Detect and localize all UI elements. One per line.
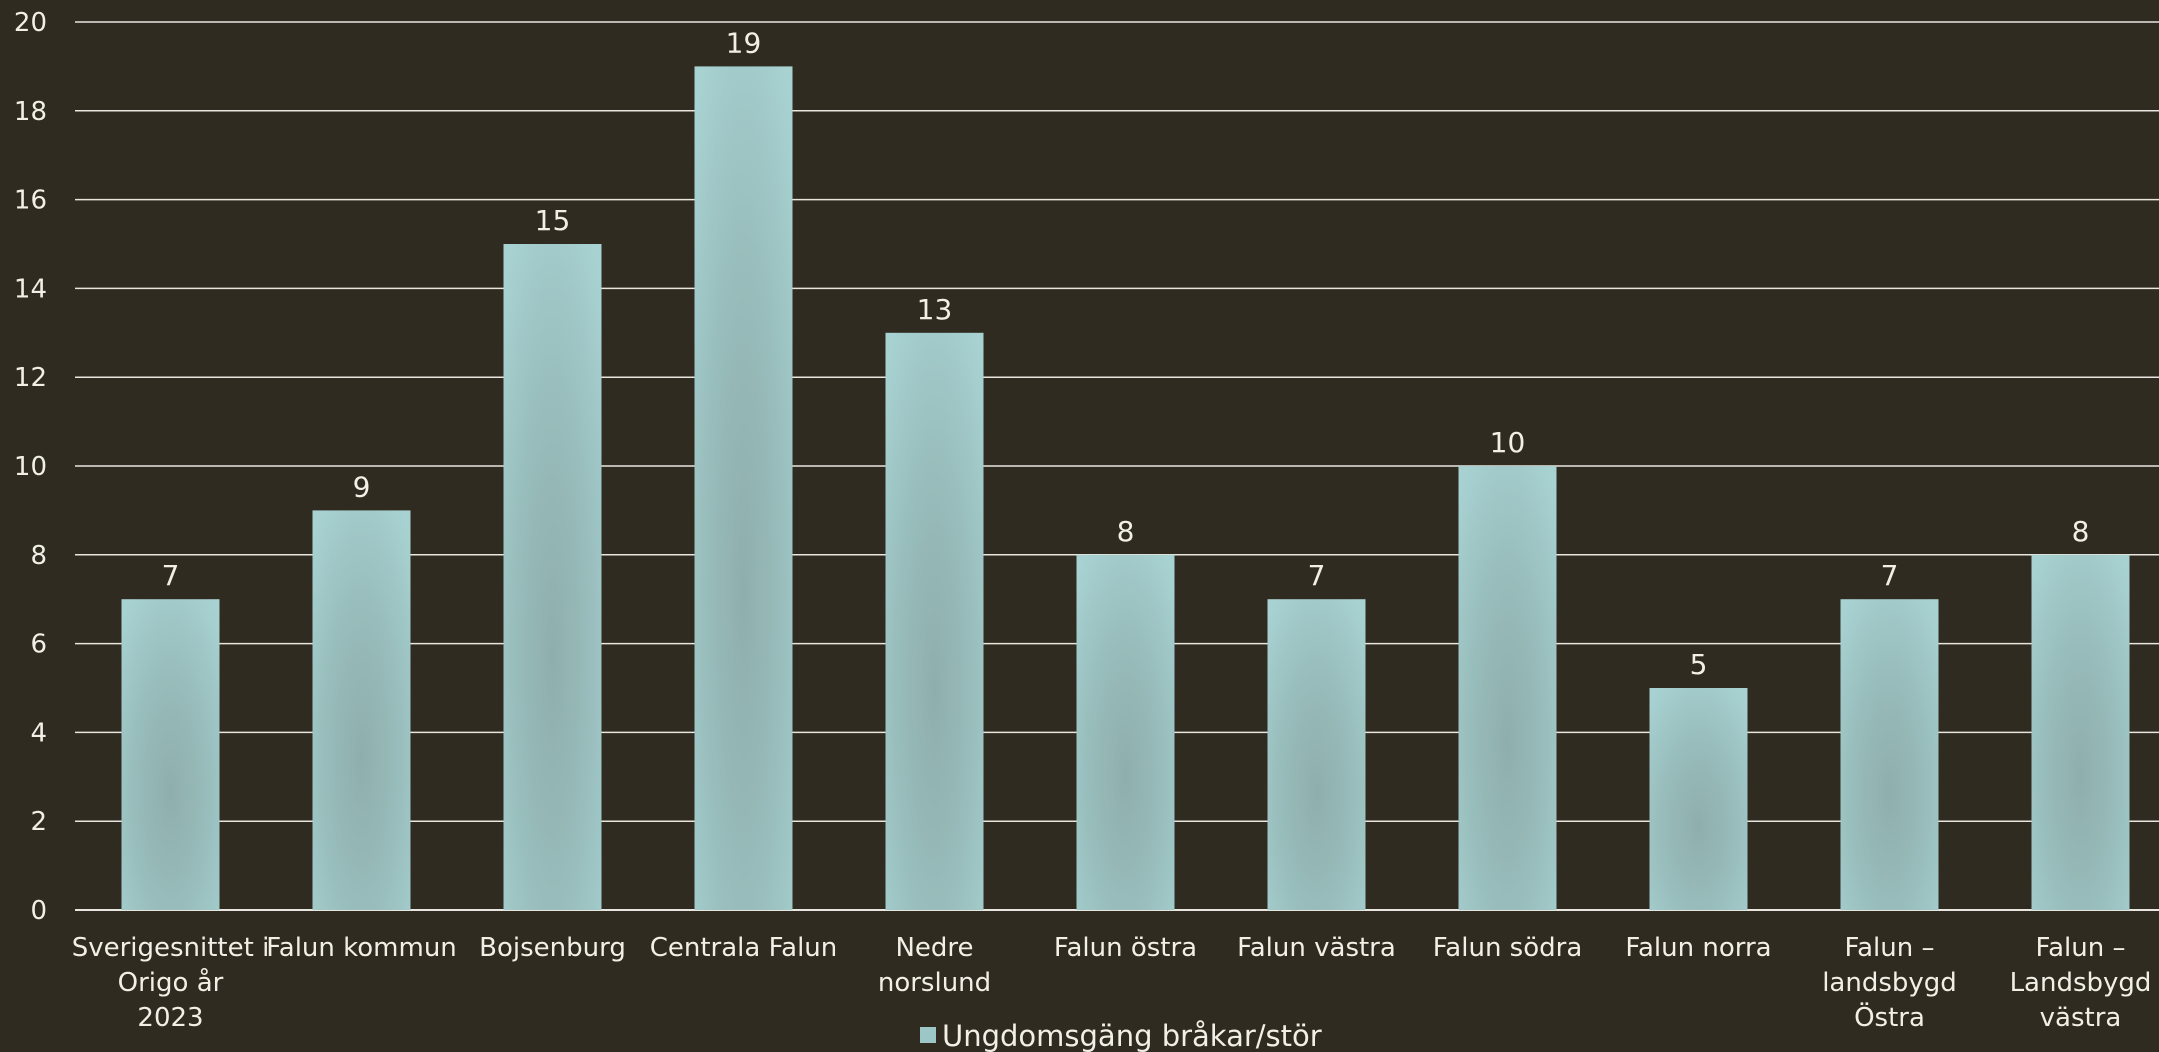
bar <box>1840 599 1939 910</box>
bar <box>694 66 793 910</box>
category-label: Falun västra <box>1237 933 1396 963</box>
data-label: 13 <box>917 293 953 326</box>
bar <box>312 510 411 910</box>
bar <box>1458 466 1557 910</box>
y-tick-label: 4 <box>30 718 47 748</box>
category-label: Nedre <box>895 933 973 963</box>
y-tick-label: 8 <box>30 541 47 571</box>
y-tick-label: 10 <box>14 452 47 482</box>
bar <box>121 599 220 910</box>
y-tick-label: 0 <box>30 896 47 926</box>
bar <box>503 244 602 910</box>
category-label: norslund <box>878 968 991 998</box>
data-label: 8 <box>1117 515 1135 548</box>
category-label: 2023 <box>137 1003 203 1033</box>
x-axis-category-labels: Sverigesnittet i Origo år 2023 Falun kommun… <box>72 933 2152 1033</box>
y-tick-label: 16 <box>14 186 47 216</box>
data-label: 10 <box>1490 426 1526 459</box>
category-label: Falun östra <box>1054 933 1197 963</box>
bars <box>121 66 2130 910</box>
category-label: Östra <box>1854 1001 1925 1033</box>
data-label: 15 <box>535 204 571 237</box>
category-label: Falun – <box>1845 933 1935 963</box>
y-tick-label: 20 <box>14 8 47 38</box>
data-labels: 7 9 15 19 13 8 7 10 5 7 8 <box>162 26 2090 681</box>
category-label: Falun norra <box>1625 933 1771 963</box>
bar <box>885 332 984 910</box>
category-label: Falun – <box>2036 933 2126 963</box>
category-label: Landsbygd <box>2010 968 2152 998</box>
bar <box>1076 554 1175 910</box>
data-label: 9 <box>353 470 371 503</box>
bar <box>1267 599 1366 910</box>
legend-series-label: Ungdomsgäng bråkar/stör <box>942 1019 1322 1052</box>
category-label: Centrala Falun <box>650 933 838 963</box>
data-label: 7 <box>162 559 180 592</box>
y-tick-label: 12 <box>14 363 47 393</box>
category-label: västra <box>2040 1003 2122 1033</box>
category-label: Bojsenburg <box>479 933 626 963</box>
legend: Ungdomsgäng bråkar/stör <box>920 1019 1322 1052</box>
category-label: Falun kommun <box>266 933 457 963</box>
bar <box>1649 688 1748 910</box>
y-tick-label: 6 <box>30 630 47 660</box>
data-label: 7 <box>1881 559 1899 592</box>
category-label: Falun södra <box>1433 933 1583 963</box>
data-label: 5 <box>1690 648 1708 681</box>
y-axis-tick-labels: 0 2 4 6 8 10 12 14 16 18 20 <box>14 8 47 926</box>
data-label: 19 <box>726 26 762 59</box>
legend-swatch <box>920 1027 936 1043</box>
data-label: 7 <box>1308 559 1326 592</box>
y-tick-label: 18 <box>14 97 47 127</box>
y-tick-label: 14 <box>14 274 47 304</box>
category-label: landsbygd <box>1822 968 1957 998</box>
data-label: 8 <box>2072 515 2090 548</box>
y-tick-label: 2 <box>30 807 47 837</box>
category-label: Sverigesnittet i <box>72 933 270 963</box>
category-label: Origo år <box>118 967 224 998</box>
bar <box>2031 554 2130 910</box>
